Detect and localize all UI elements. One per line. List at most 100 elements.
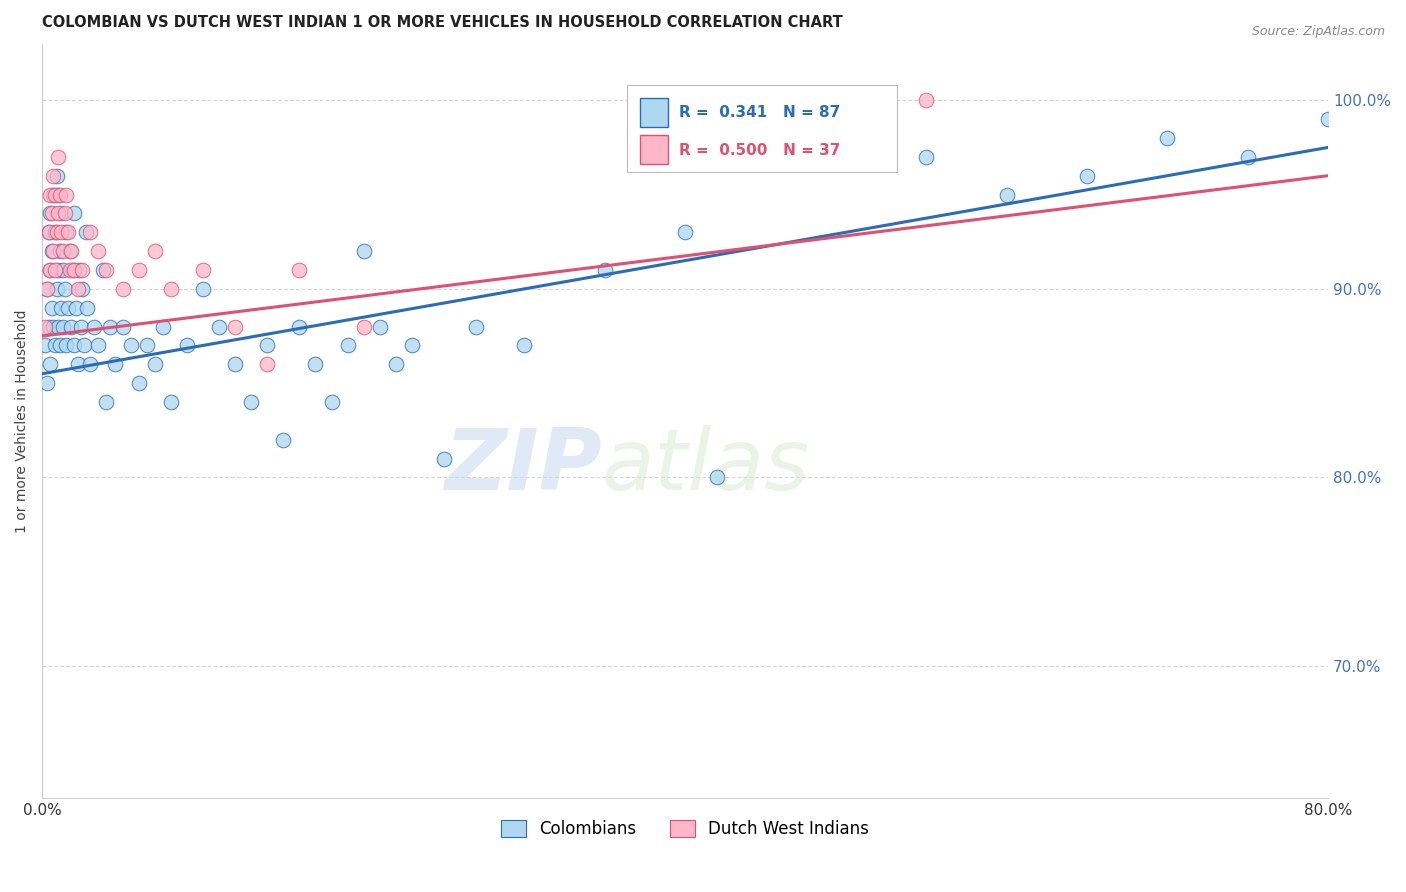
Point <box>72 282 94 296</box>
Point <box>55 225 77 239</box>
Point <box>135 338 157 352</box>
Point <box>98 319 121 334</box>
Point <box>39 263 62 277</box>
Point <box>1236 150 1258 164</box>
Point <box>87 244 110 259</box>
Point <box>176 338 198 352</box>
Point <box>66 357 89 371</box>
Point <box>159 282 181 296</box>
Point <box>288 319 311 334</box>
Text: ZIP: ZIP <box>444 425 602 508</box>
Point <box>96 395 118 409</box>
Point <box>240 395 263 409</box>
Text: R =  0.341   N = 87: R = 0.341 N = 87 <box>679 105 839 120</box>
Point <box>1348 131 1371 145</box>
Point <box>143 244 166 259</box>
Point <box>39 357 62 371</box>
Point <box>42 187 65 202</box>
Point <box>191 263 214 277</box>
Point <box>63 338 86 352</box>
Point <box>46 206 69 220</box>
Point <box>143 357 166 371</box>
Point <box>83 319 105 334</box>
Point <box>39 206 62 220</box>
Point <box>39 263 62 277</box>
Point <box>208 319 231 334</box>
Point <box>35 282 58 296</box>
Point <box>69 319 91 334</box>
Point <box>66 282 89 296</box>
Point <box>44 225 66 239</box>
Point <box>191 282 214 296</box>
Point <box>593 263 616 277</box>
Point <box>304 357 326 371</box>
Point <box>128 263 150 277</box>
Point <box>353 319 375 334</box>
Point <box>72 263 94 277</box>
Point <box>673 225 696 239</box>
Text: atlas: atlas <box>602 425 810 508</box>
Point <box>42 169 65 183</box>
Point <box>111 282 134 296</box>
Point <box>46 319 69 334</box>
Point <box>79 357 101 371</box>
Point <box>433 451 456 466</box>
Point <box>706 470 728 484</box>
Point <box>995 187 1018 202</box>
Point <box>513 338 536 352</box>
Point <box>35 282 58 296</box>
Point <box>65 301 87 315</box>
Point <box>34 319 56 334</box>
Point <box>321 395 343 409</box>
Point <box>60 244 83 259</box>
Point <box>103 357 125 371</box>
Point <box>288 263 311 277</box>
Point <box>91 263 114 277</box>
Point <box>915 93 938 107</box>
Point <box>53 282 76 296</box>
Point <box>75 225 97 239</box>
Point <box>58 263 80 277</box>
FancyBboxPatch shape <box>640 98 668 127</box>
Point <box>52 263 75 277</box>
Point <box>51 206 73 220</box>
Point <box>52 244 75 259</box>
Point <box>915 150 938 164</box>
Point <box>96 263 118 277</box>
Point <box>46 150 69 164</box>
Point <box>51 225 73 239</box>
Point <box>63 263 86 277</box>
Point <box>49 338 72 352</box>
Point <box>44 338 66 352</box>
Point <box>152 319 174 334</box>
Point <box>76 301 98 315</box>
Point <box>46 187 69 202</box>
Point <box>56 225 79 239</box>
Point <box>45 169 67 183</box>
Point <box>41 301 63 315</box>
Point <box>42 319 65 334</box>
Point <box>45 282 67 296</box>
Point <box>55 187 77 202</box>
Point <box>45 225 67 239</box>
Point <box>1317 112 1340 127</box>
Point <box>401 338 423 352</box>
Point <box>55 338 77 352</box>
Point <box>79 225 101 239</box>
Point <box>60 319 83 334</box>
Point <box>49 244 72 259</box>
Point <box>52 319 75 334</box>
Point <box>1398 93 1406 107</box>
Point <box>34 338 56 352</box>
Point <box>256 357 278 371</box>
FancyBboxPatch shape <box>627 85 897 172</box>
Point <box>62 263 84 277</box>
Point <box>51 301 73 315</box>
Point <box>273 433 295 447</box>
Text: R =  0.500   N = 37: R = 0.500 N = 37 <box>679 143 841 158</box>
Point <box>385 357 408 371</box>
Point <box>63 206 86 220</box>
Point <box>49 187 72 202</box>
Point <box>87 338 110 352</box>
Point <box>41 244 63 259</box>
